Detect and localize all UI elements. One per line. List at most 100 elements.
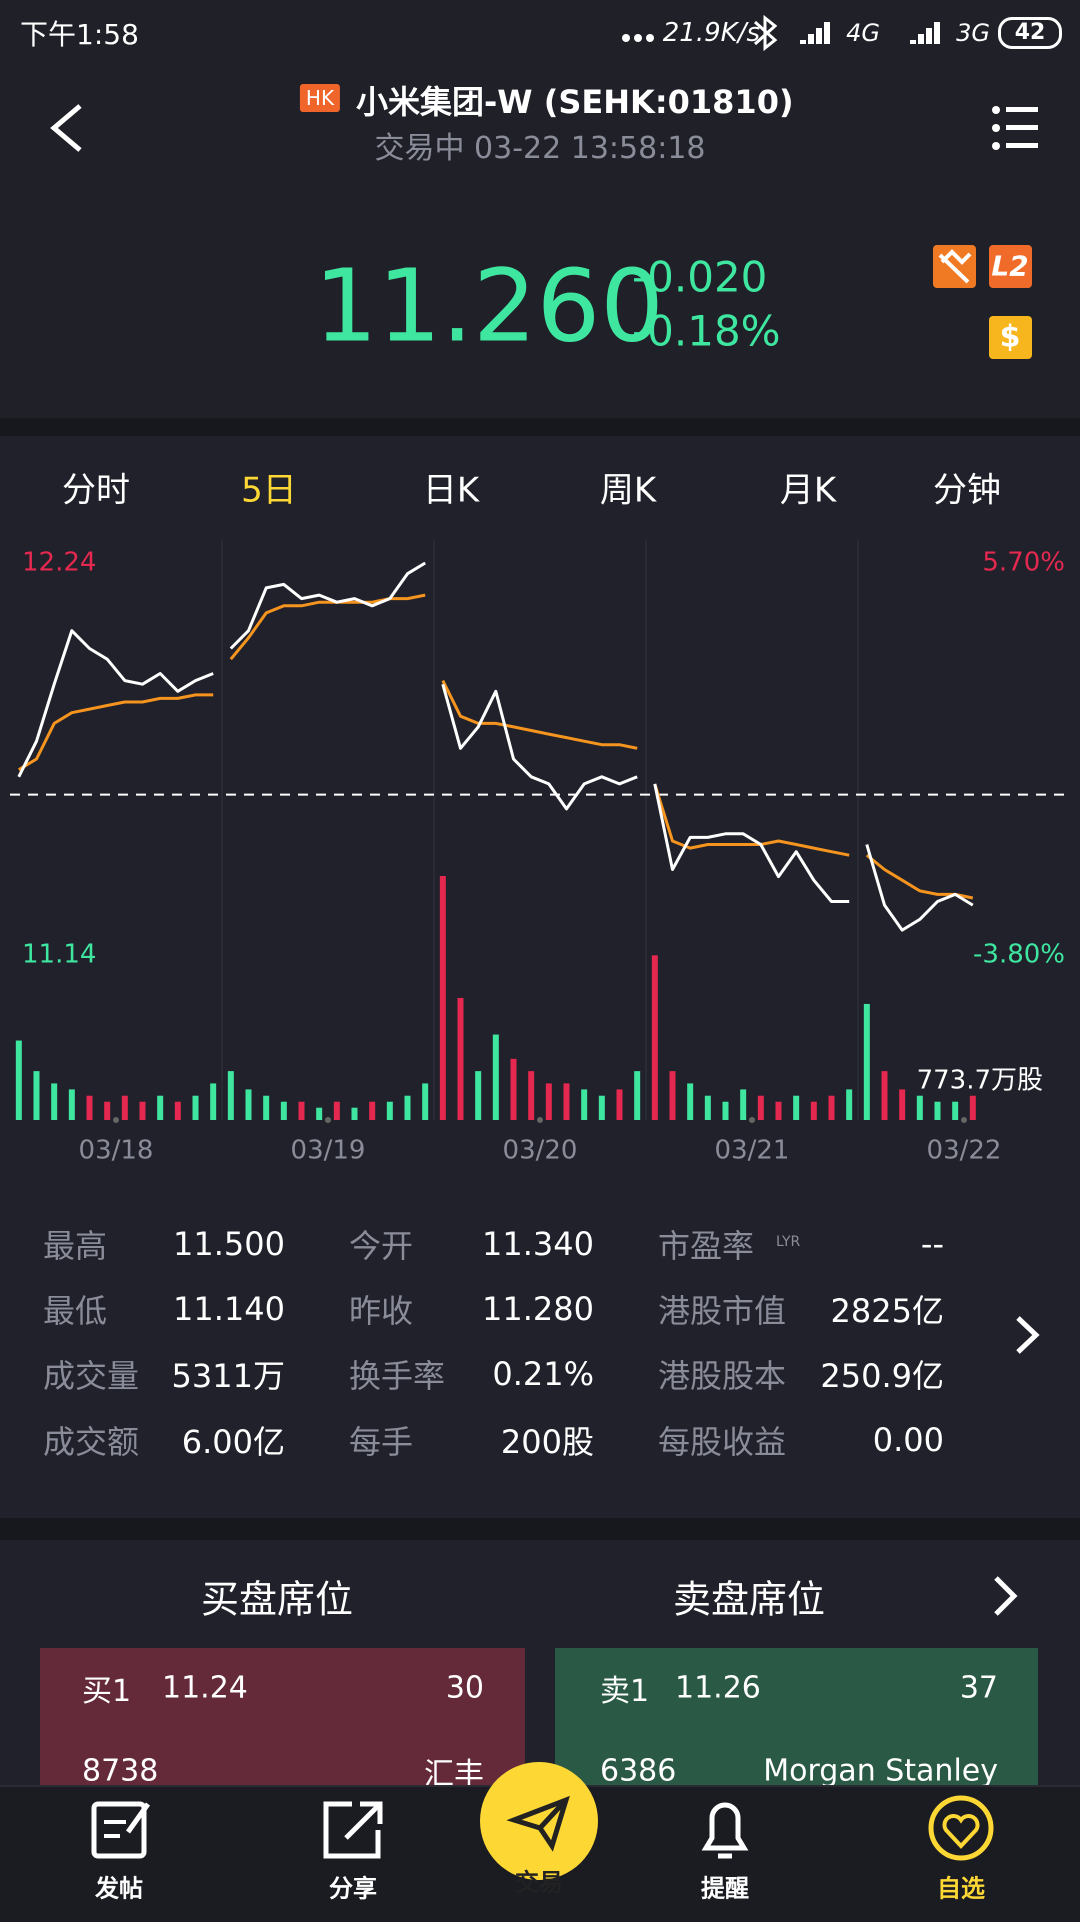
volume-bar xyxy=(439,876,446,1120)
stat-value: 11.280 xyxy=(482,1290,594,1328)
tab[interactable]: 周K xyxy=(599,470,657,511)
volume-bar xyxy=(404,1095,411,1120)
volume-bar xyxy=(174,1101,181,1120)
volume-bar xyxy=(545,1083,552,1120)
status-network: 4G xyxy=(846,19,880,47)
volume-bar xyxy=(457,997,464,1120)
volume-bar xyxy=(598,1095,605,1120)
status-speed: 21.9K/s xyxy=(662,18,760,48)
volume-bar xyxy=(51,1083,58,1120)
price-line xyxy=(653,783,850,903)
y2-tick-label: -3.80% xyxy=(973,940,1065,970)
x-tick-label: 03/21 xyxy=(715,1136,790,1166)
volume-bar xyxy=(298,1101,305,1120)
volume-bar xyxy=(651,955,658,1120)
stat-value: 200股 xyxy=(500,1423,594,1461)
average-line xyxy=(229,593,426,661)
chart: 03/18 03/19 03/20 03/21 03/22 12.24 11.14 5.70%… xyxy=(10,540,1070,1166)
stat-value: 11.500 xyxy=(173,1225,285,1263)
nav-label[interactable]: 自选 xyxy=(937,1874,985,1903)
volume-bar xyxy=(227,1071,234,1120)
volume-bar xyxy=(245,1089,252,1120)
change-percent: -0.18% xyxy=(632,306,781,356)
price-line xyxy=(441,683,638,811)
volume-bar xyxy=(563,1083,570,1120)
volume-bar xyxy=(616,1089,623,1120)
volume-bar xyxy=(280,1101,287,1120)
volume-bar xyxy=(687,1083,694,1120)
buy-broker-id: 8738 xyxy=(82,1753,159,1789)
sell-panel xyxy=(555,1648,1038,1788)
price: 11.260 xyxy=(314,247,664,365)
stat-value: 6.00亿 xyxy=(181,1423,285,1461)
paid-badge[interactable]: $ xyxy=(999,319,1021,355)
average-line xyxy=(441,679,638,750)
stock-title: 小米集团-W (SEHK:01810) xyxy=(356,83,794,121)
average-line xyxy=(865,854,974,900)
nav-label[interactable]: 分享 xyxy=(329,1874,377,1903)
buy-price: 11.24 xyxy=(162,1670,248,1706)
stat-value: 0.21% xyxy=(492,1355,594,1393)
stat-label: 最高 xyxy=(43,1227,108,1265)
battery: 42 xyxy=(998,17,1062,49)
volume-bar xyxy=(775,1101,782,1120)
volume-bar xyxy=(969,1095,976,1120)
volume-bar xyxy=(828,1095,835,1120)
sell-broker: Morgan Stanley xyxy=(763,1753,998,1789)
volume-bar xyxy=(475,1071,482,1120)
sell-title: 卖盘席位 xyxy=(672,1577,826,1622)
stat-value: 2825亿 xyxy=(830,1292,944,1330)
volume-bar xyxy=(333,1101,340,1120)
tab[interactable]: 月K xyxy=(779,470,837,511)
nav-label[interactable]: 交易 xyxy=(515,1868,563,1897)
volume-bar xyxy=(386,1101,393,1120)
volume-bar xyxy=(157,1095,164,1120)
volume-bar xyxy=(899,1089,906,1120)
nav-label[interactable]: 发帖 xyxy=(95,1874,143,1903)
buy-qty: 30 xyxy=(445,1670,484,1706)
tab[interactable]: 分钟 xyxy=(933,470,1001,511)
price-line xyxy=(17,629,214,778)
volume-bar xyxy=(369,1101,376,1120)
status-time: 下午1:58 xyxy=(20,18,139,51)
sell-broker-id: 6386 xyxy=(600,1753,677,1789)
volume-bar xyxy=(104,1101,111,1120)
day-dot xyxy=(961,1117,967,1123)
top-section xyxy=(0,0,1080,436)
day-dot xyxy=(325,1117,331,1123)
status-network: 3G xyxy=(956,19,990,47)
stat-value: 0.00 xyxy=(872,1421,944,1459)
buy-level: 买1 xyxy=(82,1674,132,1709)
volume-bar xyxy=(422,1083,429,1120)
stat-value: 11.340 xyxy=(482,1225,594,1263)
level-badge[interactable]: L2 xyxy=(991,249,1029,283)
volume-bar xyxy=(916,1095,923,1120)
x-tick-label: 03/19 xyxy=(291,1136,366,1166)
stat-label: 每手 xyxy=(349,1423,414,1461)
day-dot xyxy=(537,1117,543,1123)
stat-label: 市盈率 xyxy=(658,1227,755,1265)
volume-bar xyxy=(86,1095,93,1120)
volume-bar xyxy=(210,1083,217,1120)
stat-label: 港股股本 xyxy=(658,1357,787,1395)
tab[interactable]: 5日 xyxy=(241,470,297,511)
volume-bar xyxy=(192,1095,199,1120)
volume-bar xyxy=(934,1101,941,1120)
stat-label: 成交量 xyxy=(43,1357,140,1395)
tab[interactable]: 分时 xyxy=(62,470,130,511)
buy-panel xyxy=(40,1648,525,1788)
volume-bar xyxy=(846,1089,853,1120)
volume-bar xyxy=(881,1071,888,1120)
stat-label: 换手率 xyxy=(349,1357,446,1395)
average-line xyxy=(653,783,850,857)
volume-bar xyxy=(793,1095,800,1120)
nav-label[interactable]: 提醒 xyxy=(701,1874,749,1903)
tab[interactable]: 日K xyxy=(422,470,480,511)
volume-bar xyxy=(757,1095,764,1120)
volume-bar xyxy=(351,1107,358,1120)
volume-bar xyxy=(33,1071,40,1120)
stat-label: 港股市值 xyxy=(658,1292,787,1330)
volume-bar xyxy=(634,1071,641,1120)
change: -0.020 xyxy=(632,252,768,302)
